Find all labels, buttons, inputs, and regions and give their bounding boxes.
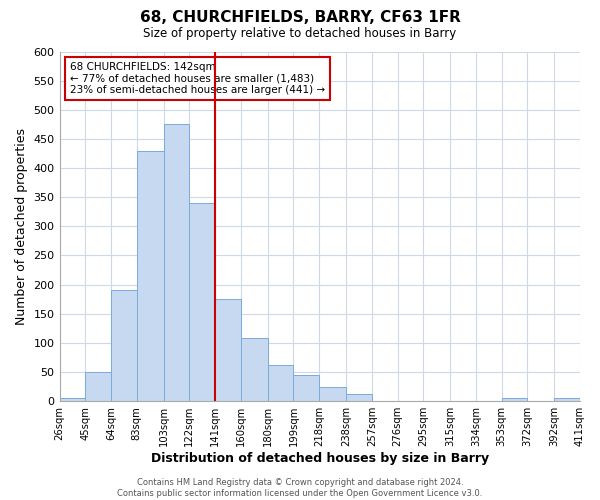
Bar [346,394,372,401]
Text: Contains HM Land Registry data © Crown copyright and database right 2024.
Contai: Contains HM Land Registry data © Crown c… [118,478,482,498]
Bar [137,150,164,401]
Bar [190,203,215,401]
Bar [502,398,527,401]
Bar [293,375,319,401]
Bar [215,299,241,401]
Y-axis label: Number of detached properties: Number of detached properties [15,128,28,325]
Bar [319,386,346,401]
Bar [268,365,293,401]
X-axis label: Distribution of detached houses by size in Barry: Distribution of detached houses by size … [151,452,489,465]
Bar [85,372,111,401]
Bar [554,398,580,401]
Text: 68, CHURCHFIELDS, BARRY, CF63 1FR: 68, CHURCHFIELDS, BARRY, CF63 1FR [140,10,460,25]
Bar [164,124,190,401]
Bar [111,290,137,401]
Text: Size of property relative to detached houses in Barry: Size of property relative to detached ho… [143,28,457,40]
Bar [59,398,85,401]
Bar [241,338,268,401]
Text: 68 CHURCHFIELDS: 142sqm
← 77% of detached houses are smaller (1,483)
23% of semi: 68 CHURCHFIELDS: 142sqm ← 77% of detache… [70,62,325,95]
